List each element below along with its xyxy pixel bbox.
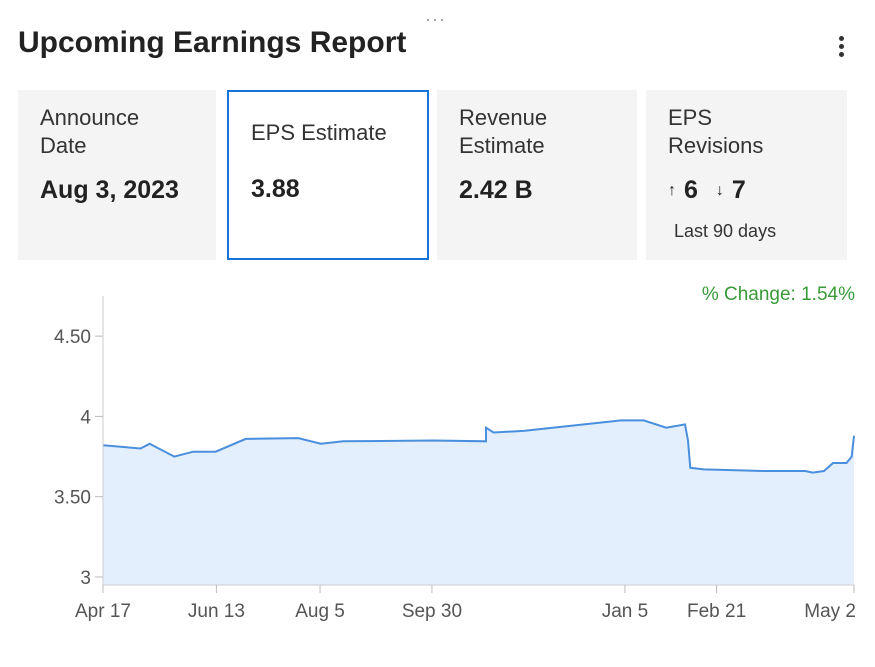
- revenue-estimate-value: 2.42 B: [459, 176, 533, 204]
- eps-series-line: [102, 419, 855, 474]
- revenue-estimate-label: Revenue Estimate: [459, 105, 548, 158]
- eps-revisions-label: EPS Revisions: [668, 105, 764, 158]
- revisions-up-count: 6: [684, 176, 698, 204]
- x-tick-label: Jan 5: [602, 601, 648, 622]
- eps-revisions-card[interactable]: EPS Revisions ↑ 6 ↓ 7 Last 90 days: [646, 90, 847, 260]
- revisions-period: Last 90 days: [674, 221, 777, 241]
- percent-change-label: % Change: 1.54%: [701, 284, 855, 305]
- x-tick-label: Feb 21: [687, 601, 746, 622]
- eps-history-chart: 4.50 4 3.50 3 Apr 17 Jun 13 Aug 5 Sep 30 Jan 5 F…: [54, 296, 856, 622]
- y-tick-label: 4.50: [54, 327, 91, 348]
- eps-estimate-value: 3.88: [251, 175, 300, 203]
- y-axis: 4.50 4 3.50 3: [54, 296, 104, 589]
- arrow-down-icon: ↓: [715, 181, 724, 199]
- eps-revisions-values: ↑ 6 ↓ 7: [668, 176, 825, 205]
- x-tick-label: May 2: [804, 601, 856, 622]
- x-axis: Apr 17 Jun 13 Aug 5 Sep 30 Jan 5 Feb 21 May 2: [75, 584, 856, 622]
- announce-date-card[interactable]: Announce Date Aug 3, 2023: [18, 90, 216, 260]
- eps-estimate-label: EPS Estimate: [251, 120, 387, 145]
- x-tick-label: Jun 13: [188, 601, 245, 622]
- more-vertical-icon: [838, 35, 844, 41]
- revenue-estimate-card[interactable]: Revenue Estimate 2.42 B: [437, 90, 637, 260]
- y-tick-label: 3: [80, 568, 91, 589]
- chart-area-group: [102, 419, 855, 585]
- widget-title: Upcoming Earnings Report: [18, 26, 407, 59]
- revisions-down-count: 7: [731, 176, 746, 204]
- x-tick-label: Sep 30: [402, 601, 462, 622]
- announce-date-label: Announce Date: [40, 105, 140, 158]
- eps-area-fill: [103, 420, 854, 585]
- announce-date-value: Aug 3, 2023: [40, 176, 179, 204]
- more-options-button[interactable]: [826, 30, 856, 62]
- x-tick-label: Apr 17: [75, 601, 131, 622]
- y-tick-label: 3.50: [54, 488, 91, 509]
- arrow-up-icon: ↑: [668, 181, 676, 199]
- drag-handle-icon[interactable]: ···: [425, 9, 446, 29]
- y-tick-label: 4: [80, 407, 91, 428]
- eps-estimate-card[interactable]: EPS Estimate 3.88: [227, 90, 429, 260]
- x-tick-label: Aug 5: [295, 601, 345, 622]
